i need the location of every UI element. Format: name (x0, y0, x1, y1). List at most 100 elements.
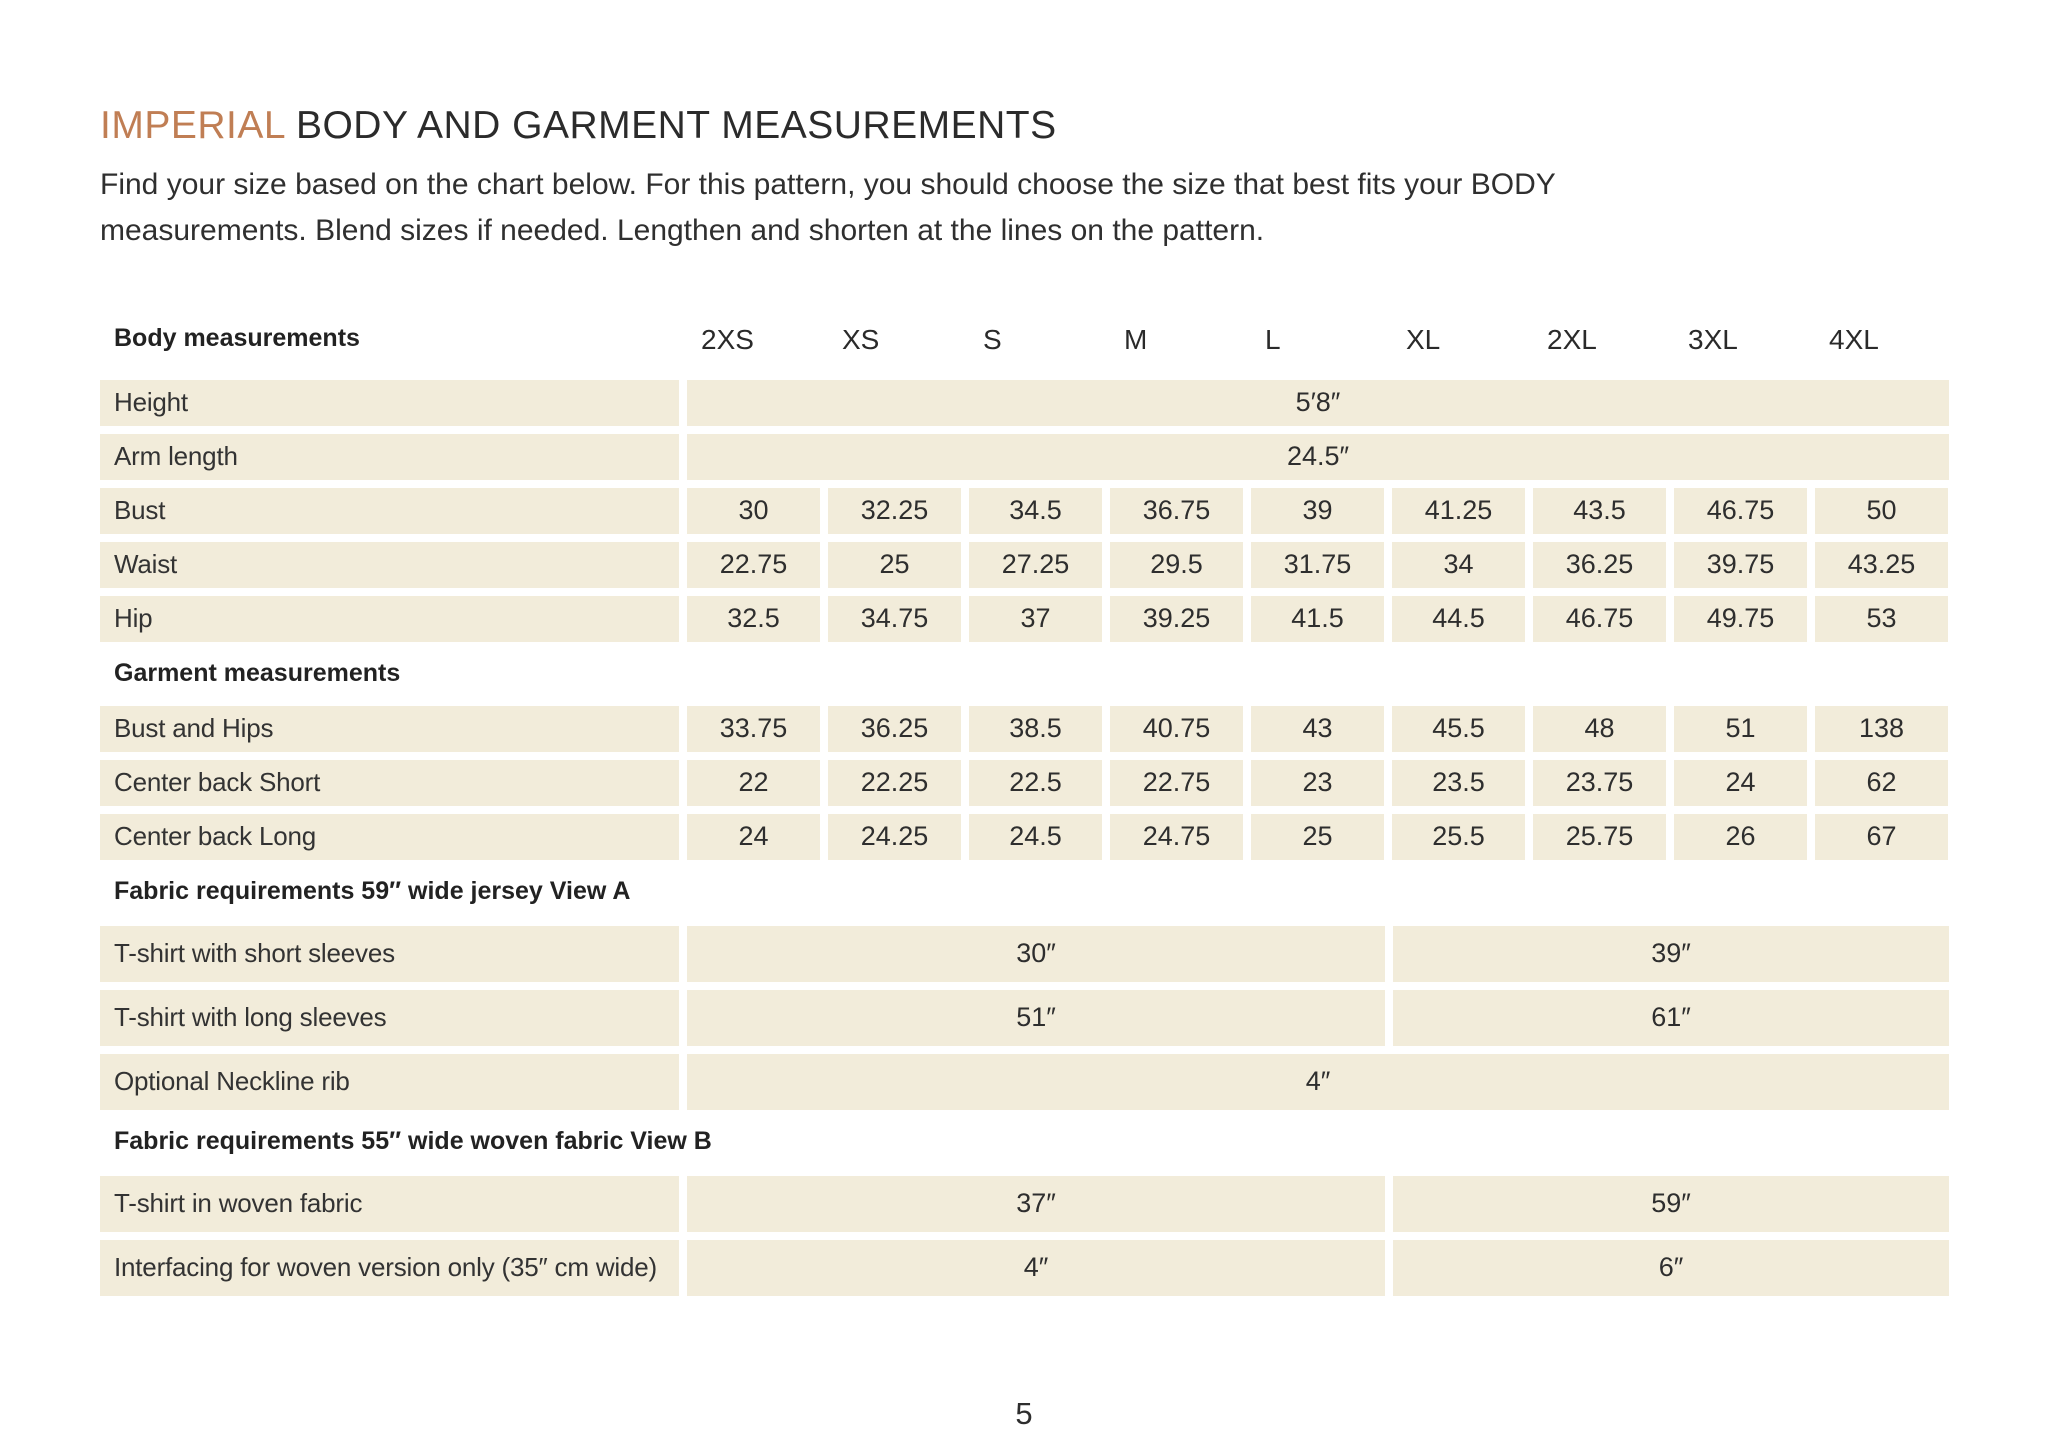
value-cell: 38.5 (969, 705, 1102, 752)
row-hip: Hip 32.5 34.75 37 39.25 41.5 44.5 46.75 … (100, 595, 1948, 642)
row-bust: Bust 30 32.25 34.5 36.75 39 41.25 43.5 4… (100, 487, 1948, 534)
section-header-garment: Garment measurements (114, 659, 401, 688)
value-cell: 43 (1251, 705, 1384, 752)
value-cell: 27.25 (969, 541, 1102, 588)
value-cell: 34.5 (969, 487, 1102, 534)
row-interfacing-woven: Interfacing for woven version only (35″ … (100, 1239, 1949, 1296)
value-cell: 43.5 (1533, 487, 1666, 534)
column-header-row: Body measurements 2XS XS S M L XL 2XL 3X… (100, 324, 1948, 368)
document-page: IMPERIAL BODY AND GARMENT MEASUREMENTS F… (100, 104, 1949, 1296)
row-bust-and-hips: Bust and Hips 33.75 36.25 38.5 40.75 43 … (100, 705, 1948, 752)
title-rest: BODY AND GARMENT MEASUREMENTS (295, 104, 1057, 147)
value-cell: 39.25 (1110, 595, 1243, 642)
value-cell: 44.5 (1392, 595, 1525, 642)
section-header-fabric-view-b: Fabric requirements 55″ wide woven fabri… (114, 1127, 712, 1156)
value-span-small-sizes: 37″ (687, 1175, 1385, 1232)
value-cell: 26 (1674, 813, 1807, 860)
value-cell: 36.25 (828, 705, 961, 752)
value-cell: 34 (1392, 541, 1525, 588)
value-cell: 48 (1533, 705, 1666, 752)
row-label: Hip (100, 595, 679, 642)
value-cell: 32.5 (687, 595, 820, 642)
value-cell: 24 (687, 813, 820, 860)
value-cell: 40.75 (1110, 705, 1243, 752)
value-cell: 24 (1674, 759, 1807, 806)
value-cell: 24.25 (828, 813, 961, 860)
body-measurements-header: Body measurements (114, 323, 360, 352)
row-arm-length: Arm length 24.5″ (100, 433, 1949, 480)
size-chart: Body measurements 2XS XS S M L XL 2XL 3X… (100, 324, 1949, 1296)
value-cell: 32.25 (828, 487, 961, 534)
size-header-4xl: 4XL (1829, 323, 1879, 355)
value-cell: 43.25 (1815, 541, 1948, 588)
row-tshirt-woven-fabric: T-shirt in woven fabric 37″ 59″ (100, 1175, 1949, 1232)
value-cell: 24.75 (1110, 813, 1243, 860)
page-title: IMPERIAL BODY AND GARMENT MEASUREMENTS (100, 104, 1948, 148)
value-cell: 25 (828, 541, 961, 588)
value-cell: 41.5 (1251, 595, 1384, 642)
title-accent: IMPERIAL (100, 104, 285, 147)
value-cell: 23.5 (1392, 759, 1525, 806)
value-span-large-sizes: 59″ (1393, 1175, 1949, 1232)
value-span-small-sizes: 51″ (687, 989, 1385, 1046)
size-header-m: M (1124, 323, 1148, 355)
row-tshirt-short-sleeves: T-shirt with short sleeves 30″ 39″ (100, 925, 1949, 982)
value-span-small-sizes: 4″ (687, 1239, 1385, 1296)
value-cell: 46.75 (1533, 595, 1666, 642)
size-header-l: L (1265, 323, 1281, 355)
value-cell: 36.25 (1533, 541, 1666, 588)
value-cell: 37 (969, 595, 1102, 642)
size-header-2xs: 2XS (701, 323, 754, 355)
page-number: 5 (1015, 1396, 1033, 1431)
row-value-span: 24.5″ (687, 433, 1949, 480)
value-span-large-sizes: 6″ (1393, 1239, 1949, 1296)
value-cell: 25 (1251, 813, 1384, 860)
value-cell: 31.75 (1251, 541, 1384, 588)
value-cell: 30 (687, 487, 820, 534)
intro-line-1: Find your size based on the chart below.… (100, 167, 1556, 201)
value-cell: 25.75 (1533, 813, 1666, 860)
size-header-xl: XL (1406, 323, 1441, 355)
size-header-3xl: 3XL (1688, 323, 1738, 355)
value-cell: 39 (1251, 487, 1384, 534)
value-cell: 49.75 (1674, 595, 1807, 642)
value-cell: 67 (1815, 813, 1948, 860)
row-value-span: 5′8″ (687, 379, 1949, 426)
value-cell: 138 (1815, 705, 1948, 752)
row-label: Interfacing for woven version only (35″ … (100, 1239, 679, 1296)
section-header-fabric-view-a: Fabric requirements 59″ wide jersey View… (114, 877, 631, 906)
value-cell: 22.25 (828, 759, 961, 806)
value-cell: 25.5 (1392, 813, 1525, 860)
row-label: T-shirt in woven fabric (100, 1175, 679, 1232)
value-cell: 53 (1815, 595, 1948, 642)
row-label: Center back Long (100, 813, 679, 860)
size-header-2xl: 2XL (1547, 323, 1597, 355)
value-cell: 22 (687, 759, 820, 806)
row-label: T-shirt with short sleeves (100, 925, 679, 982)
row-height: Height 5′8″ (100, 379, 1949, 426)
intro-text: Find your size based on the chart below.… (100, 162, 1948, 254)
value-cell: 45.5 (1392, 705, 1525, 752)
value-cell: 22.5 (969, 759, 1102, 806)
size-header-xs: XS (842, 323, 880, 355)
value-cell: 22.75 (1110, 759, 1243, 806)
value-cell: 24.5 (969, 813, 1102, 860)
value-cell: 23 (1251, 759, 1384, 806)
value-cell: 22.75 (687, 541, 820, 588)
intro-line-2: measurements. Blend sizes if needed. Len… (100, 213, 1265, 247)
value-cell: 29.5 (1110, 541, 1243, 588)
size-header-s: S (983, 323, 1002, 355)
value-span-small-sizes: 30″ (687, 925, 1385, 982)
row-label: Bust (100, 487, 679, 534)
value-cell: 34.75 (828, 595, 961, 642)
value-cell: 39.75 (1674, 541, 1807, 588)
value-cell: 62 (1815, 759, 1948, 806)
row-label: Center back Short (100, 759, 679, 806)
row-label: Bust and Hips (100, 705, 679, 752)
row-label: Waist (100, 541, 679, 588)
row-optional-neckline-rib: Optional Neckline rib 4″ (100, 1053, 1949, 1110)
row-waist: Waist 22.75 25 27.25 29.5 31.75 34 36.25… (100, 541, 1948, 588)
value-cell: 33.75 (687, 705, 820, 752)
row-label: Arm length (100, 433, 679, 480)
value-cell: 23.75 (1533, 759, 1666, 806)
